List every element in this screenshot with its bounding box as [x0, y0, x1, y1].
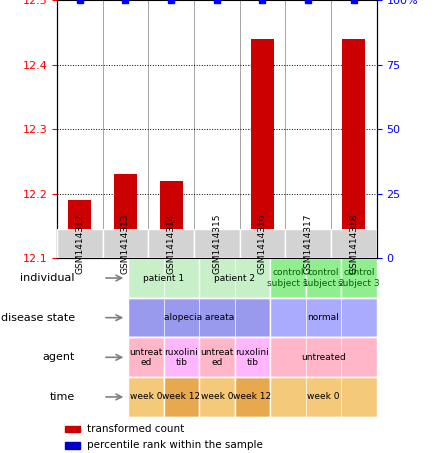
FancyBboxPatch shape [128, 258, 199, 298]
FancyBboxPatch shape [341, 258, 377, 298]
Bar [251, 39, 274, 258]
Text: patient 2: patient 2 [214, 274, 255, 283]
Text: week 0: week 0 [130, 392, 162, 401]
Bar [68, 200, 91, 258]
Text: ruxolini
tib: ruxolini tib [236, 347, 269, 367]
FancyBboxPatch shape [270, 377, 377, 417]
Bar [114, 174, 137, 258]
Bar [205, 239, 228, 258]
Text: GSM1414318: GSM1414318 [350, 213, 358, 274]
Text: GSM1414312: GSM1414312 [75, 213, 84, 274]
Bar [297, 232, 320, 258]
Text: GSM1414316: GSM1414316 [258, 213, 267, 274]
Text: GSM1414314: GSM1414314 [166, 213, 176, 274]
FancyBboxPatch shape [235, 377, 270, 417]
FancyBboxPatch shape [163, 377, 199, 417]
FancyBboxPatch shape [270, 337, 377, 377]
Bar [160, 181, 183, 258]
Text: week 12: week 12 [162, 392, 200, 401]
Text: untreat
ed: untreat ed [200, 347, 233, 367]
Text: GSM1414313: GSM1414313 [121, 213, 130, 274]
FancyBboxPatch shape [194, 229, 240, 258]
Text: patient 1: patient 1 [143, 274, 184, 283]
Text: GSM1414315: GSM1414315 [212, 213, 221, 274]
FancyBboxPatch shape [199, 337, 235, 377]
FancyBboxPatch shape [240, 229, 285, 258]
Text: GSM1414317: GSM1414317 [304, 213, 313, 274]
FancyBboxPatch shape [199, 258, 270, 298]
Text: alopecia areata: alopecia areata [164, 313, 234, 322]
FancyBboxPatch shape [163, 337, 199, 377]
Bar [64, 426, 80, 432]
Bar [343, 39, 365, 258]
FancyBboxPatch shape [199, 377, 235, 417]
FancyBboxPatch shape [331, 229, 377, 258]
FancyBboxPatch shape [285, 229, 331, 258]
Text: untreated: untreated [301, 353, 346, 362]
Text: normal: normal [307, 313, 339, 322]
FancyBboxPatch shape [270, 258, 306, 298]
FancyBboxPatch shape [128, 298, 270, 337]
Text: percentile rank within the sample: percentile rank within the sample [88, 440, 263, 450]
FancyBboxPatch shape [102, 229, 148, 258]
Text: transformed count: transformed count [88, 424, 185, 434]
Text: individual: individual [20, 273, 75, 283]
Text: time: time [49, 392, 75, 402]
Text: disease state: disease state [0, 313, 75, 323]
Text: control
subject 1: control subject 1 [267, 268, 309, 288]
FancyBboxPatch shape [128, 377, 163, 417]
Text: week 12: week 12 [233, 392, 272, 401]
Text: ruxolini
tib: ruxolini tib [164, 347, 198, 367]
Text: week 0: week 0 [307, 392, 339, 401]
Bar [64, 442, 80, 448]
Text: week 0: week 0 [201, 392, 233, 401]
Text: control
subject 2: control subject 2 [303, 268, 344, 288]
Text: control
subject 3: control subject 3 [338, 268, 380, 288]
FancyBboxPatch shape [306, 258, 341, 298]
FancyBboxPatch shape [270, 298, 377, 337]
FancyBboxPatch shape [148, 229, 194, 258]
FancyBboxPatch shape [235, 337, 270, 377]
Text: agent: agent [42, 352, 75, 362]
FancyBboxPatch shape [57, 229, 102, 258]
FancyBboxPatch shape [128, 337, 163, 377]
Text: untreat
ed: untreat ed [129, 347, 162, 367]
